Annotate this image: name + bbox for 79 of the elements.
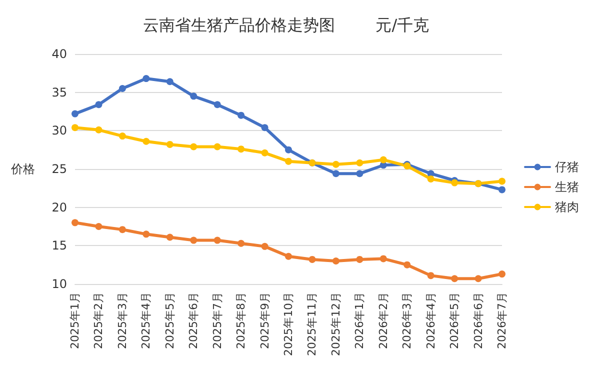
point [166, 78, 174, 86]
point [118, 132, 126, 140]
x-tick-label: 2025年3月 [116, 292, 129, 349]
chart-title: 云南省生猪产品价格走势图 元/千克 [143, 16, 430, 34]
point [72, 219, 78, 226]
point [214, 101, 221, 108]
point [356, 159, 364, 166]
point [404, 261, 411, 268]
point [261, 124, 268, 132]
x-tick-label: 2025年2月 [92, 292, 106, 349]
point [95, 223, 102, 230]
point [238, 146, 245, 153]
y-axis-title: 价格 [10, 162, 35, 176]
x-tick-label: 2025年1月 [68, 292, 82, 349]
point [142, 75, 150, 82]
point [380, 255, 387, 262]
point [285, 252, 292, 260]
point [498, 178, 506, 185]
point [427, 175, 434, 182]
point [142, 138, 150, 145]
point [308, 256, 316, 263]
point [427, 272, 434, 280]
point [356, 256, 364, 263]
point [451, 179, 458, 186]
x-tick-label: 2025年11月 [306, 292, 319, 356]
point [166, 140, 174, 148]
legend-label: 生猪 [555, 180, 579, 194]
x-tick-label: 2025年7月 [210, 292, 224, 349]
y-tick-label: 25 [52, 162, 67, 176]
x-tick-label: 2025年4月 [140, 292, 153, 349]
y-tick-label: 30 [52, 124, 67, 138]
point [72, 124, 78, 132]
point [166, 234, 174, 241]
x-tick-label: 2026年2月 [376, 292, 390, 349]
point [285, 158, 292, 165]
point [380, 156, 387, 164]
point [356, 170, 364, 178]
point [238, 112, 245, 119]
y-tick-label: 40 [52, 47, 67, 61]
y-tick-label: 15 [52, 238, 67, 253]
x-tick-label: 2025年8月 [234, 292, 248, 349]
y-tick-label: 35 [52, 85, 67, 100]
point [474, 275, 482, 282]
point [72, 110, 78, 118]
point [142, 230, 150, 238]
point [332, 258, 340, 264]
x-tick-label: 2026年5月 [448, 292, 462, 349]
point [285, 146, 292, 154]
point [498, 186, 506, 194]
x-tick-label: 2026年7月 [496, 292, 508, 349]
legend-label: 仔猪 [555, 160, 579, 174]
x-tick-label: 2026年6月 [472, 292, 485, 349]
point [95, 101, 102, 108]
point [214, 143, 221, 150]
x-tick-label: 2025年5月 [163, 292, 176, 349]
x-tick-label: 2025年12月 [329, 292, 342, 356]
x-tick-label: 2026年1月 [353, 292, 366, 349]
point [95, 126, 102, 134]
x-tick-label: 2025年6月 [187, 292, 200, 349]
point [332, 160, 340, 168]
point [238, 240, 245, 247]
x-tick-label: 2026年3月 [400, 292, 414, 349]
point [261, 242, 268, 250]
point [190, 236, 198, 244]
point [190, 143, 198, 150]
point [118, 226, 126, 234]
point [332, 170, 340, 178]
point [498, 270, 506, 278]
x-tick-label: 2026年4月 [424, 292, 438, 349]
point [190, 92, 198, 100]
point [214, 236, 221, 244]
x-tick-label: 2025年9月 [258, 292, 272, 349]
point [118, 85, 126, 92]
x-tick-label: 2025年10月 [282, 292, 295, 356]
legend-label: 猪肉 [555, 200, 579, 214]
point [261, 149, 268, 156]
y-tick-label: 20 [52, 200, 67, 214]
point [451, 275, 458, 282]
y-tick-label: 10 [52, 277, 67, 291]
